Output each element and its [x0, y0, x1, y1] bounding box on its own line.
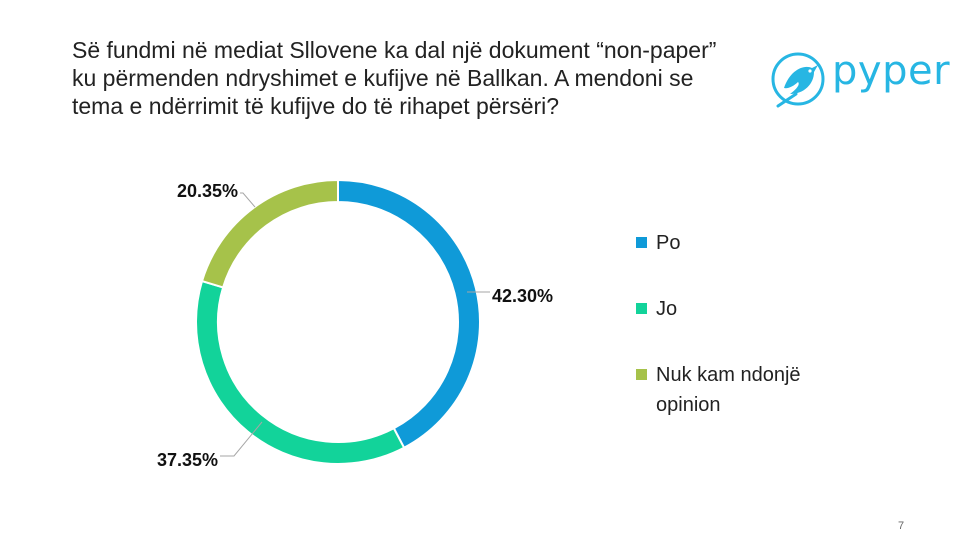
- legend-item-no-opinion: Nuk kam ndonjë opinion: [636, 360, 856, 420]
- title-line: Së fundmi në mediat Sllovene ka dal një …: [72, 37, 717, 63]
- title-line: tema e ndërrimit të kufijve do të rihape…: [72, 93, 560, 119]
- legend-label-po: Po: [656, 232, 681, 254]
- leader-line-2: [240, 192, 256, 208]
- data-label-1: 37.35%: [157, 450, 218, 470]
- donut-slice-1: [195, 279, 406, 465]
- legend-swatch-no-opinion: [636, 369, 647, 380]
- legend-label-no-opinion: Nuk kam ndonjë opinion: [656, 364, 801, 416]
- legend-item-po: Po: [636, 228, 896, 258]
- chart-legend: Po Jo Nuk kam ndonjë opinion: [636, 228, 896, 456]
- donut-slice-0: [337, 178, 481, 450]
- title-line: ku përmenden ndryshimet e kufijve në Bal…: [72, 65, 694, 91]
- bird-icon: [771, 52, 825, 108]
- legend-label-jo: Jo: [656, 298, 678, 320]
- page-title: Së fundmi në mediat Sllovene ka dal një …: [72, 36, 752, 120]
- logo-text: pyper: [832, 48, 951, 94]
- legend-swatch-jo: [636, 303, 647, 314]
- data-label-2: 20.35%: [177, 181, 238, 201]
- data-label-0: 42.30%: [492, 286, 553, 306]
- pyper-logo: pyper: [768, 44, 951, 114]
- legend-swatch-po: [636, 237, 647, 248]
- page-number: 7: [898, 520, 905, 532]
- legend-item-jo: Jo: [636, 294, 896, 324]
- leader-line-1: [220, 421, 263, 457]
- donut-slice-2: [200, 178, 339, 289]
